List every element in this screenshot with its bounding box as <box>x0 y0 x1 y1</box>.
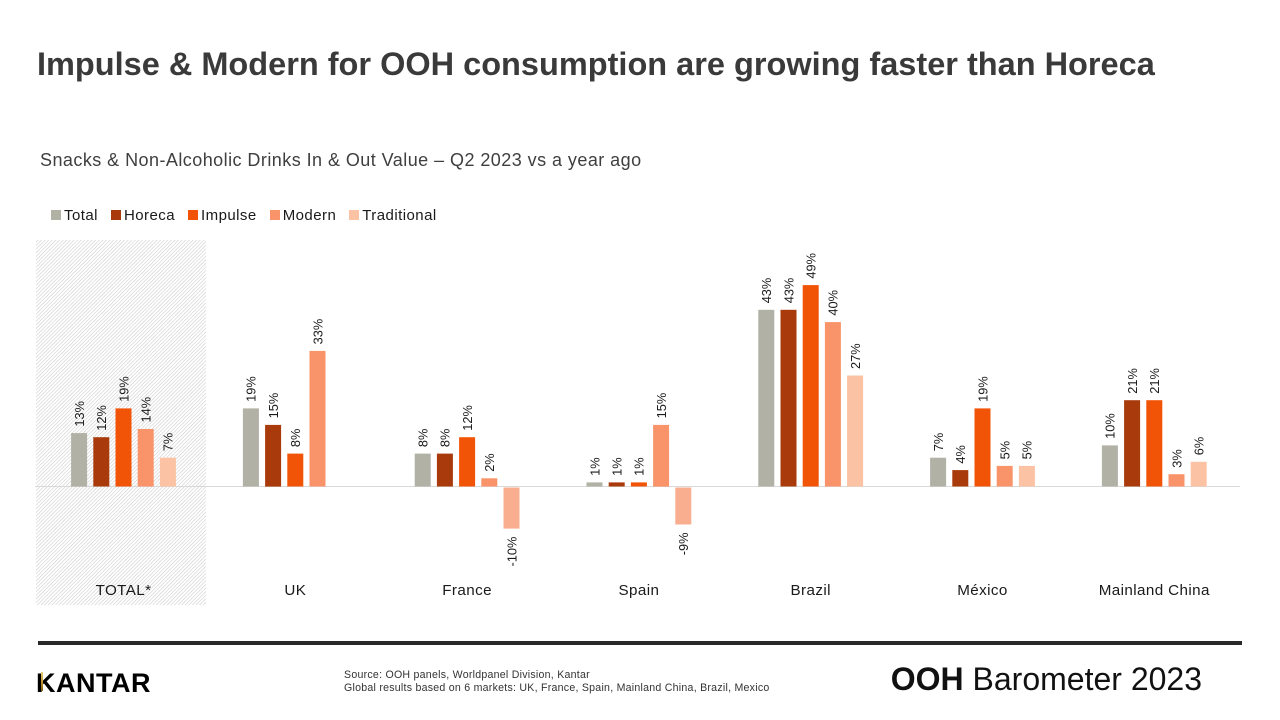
svg-text:8%: 8% <box>416 429 431 448</box>
svg-text:40%: 40% <box>826 290 841 316</box>
svg-text:27%: 27% <box>848 343 863 369</box>
svg-text:13%: 13% <box>72 401 87 427</box>
svg-text:Mainland China: Mainland China <box>1099 582 1210 599</box>
svg-text:43%: 43% <box>781 278 796 304</box>
svg-text:Brazil: Brazil <box>791 582 831 599</box>
svg-text:33%: 33% <box>310 319 325 345</box>
svg-text:8%: 8% <box>288 429 303 448</box>
svg-text:14%: 14% <box>139 397 154 423</box>
svg-text:6%: 6% <box>1192 437 1207 456</box>
svg-text:19%: 19% <box>975 376 990 402</box>
svg-text:21%: 21% <box>1147 368 1162 394</box>
svg-text:1%: 1% <box>632 457 647 476</box>
svg-text:19%: 19% <box>244 376 259 402</box>
svg-text:UK: UK <box>284 582 306 599</box>
svg-text:México: México <box>957 582 1008 599</box>
svg-text:2%: 2% <box>482 453 497 471</box>
svg-text:10%: 10% <box>1103 413 1118 439</box>
svg-text:7%: 7% <box>161 433 176 452</box>
svg-text:5%: 5% <box>1020 441 1035 460</box>
svg-text:15%: 15% <box>654 393 669 419</box>
svg-text:1%: 1% <box>610 457 625 476</box>
svg-text:19%: 19% <box>116 376 131 402</box>
svg-text:TOTAL*: TOTAL* <box>96 582 152 599</box>
svg-text:12%: 12% <box>94 405 109 431</box>
svg-text:-9%: -9% <box>676 533 691 556</box>
svg-text:7%: 7% <box>931 433 946 452</box>
svg-text:France: France <box>442 582 492 599</box>
svg-text:8%: 8% <box>438 429 453 448</box>
svg-text:43%: 43% <box>759 278 774 304</box>
svg-text:21%: 21% <box>1125 368 1140 394</box>
svg-text:1%: 1% <box>587 457 602 476</box>
svg-text:15%: 15% <box>266 393 281 419</box>
svg-text:Spain: Spain <box>618 582 659 599</box>
svg-text:49%: 49% <box>804 253 819 279</box>
svg-text:12%: 12% <box>460 405 475 431</box>
svg-text:3%: 3% <box>1169 449 1184 468</box>
svg-text:4%: 4% <box>953 445 968 464</box>
svg-text:-10%: -10% <box>504 537 519 567</box>
svg-text:5%: 5% <box>998 441 1013 460</box>
